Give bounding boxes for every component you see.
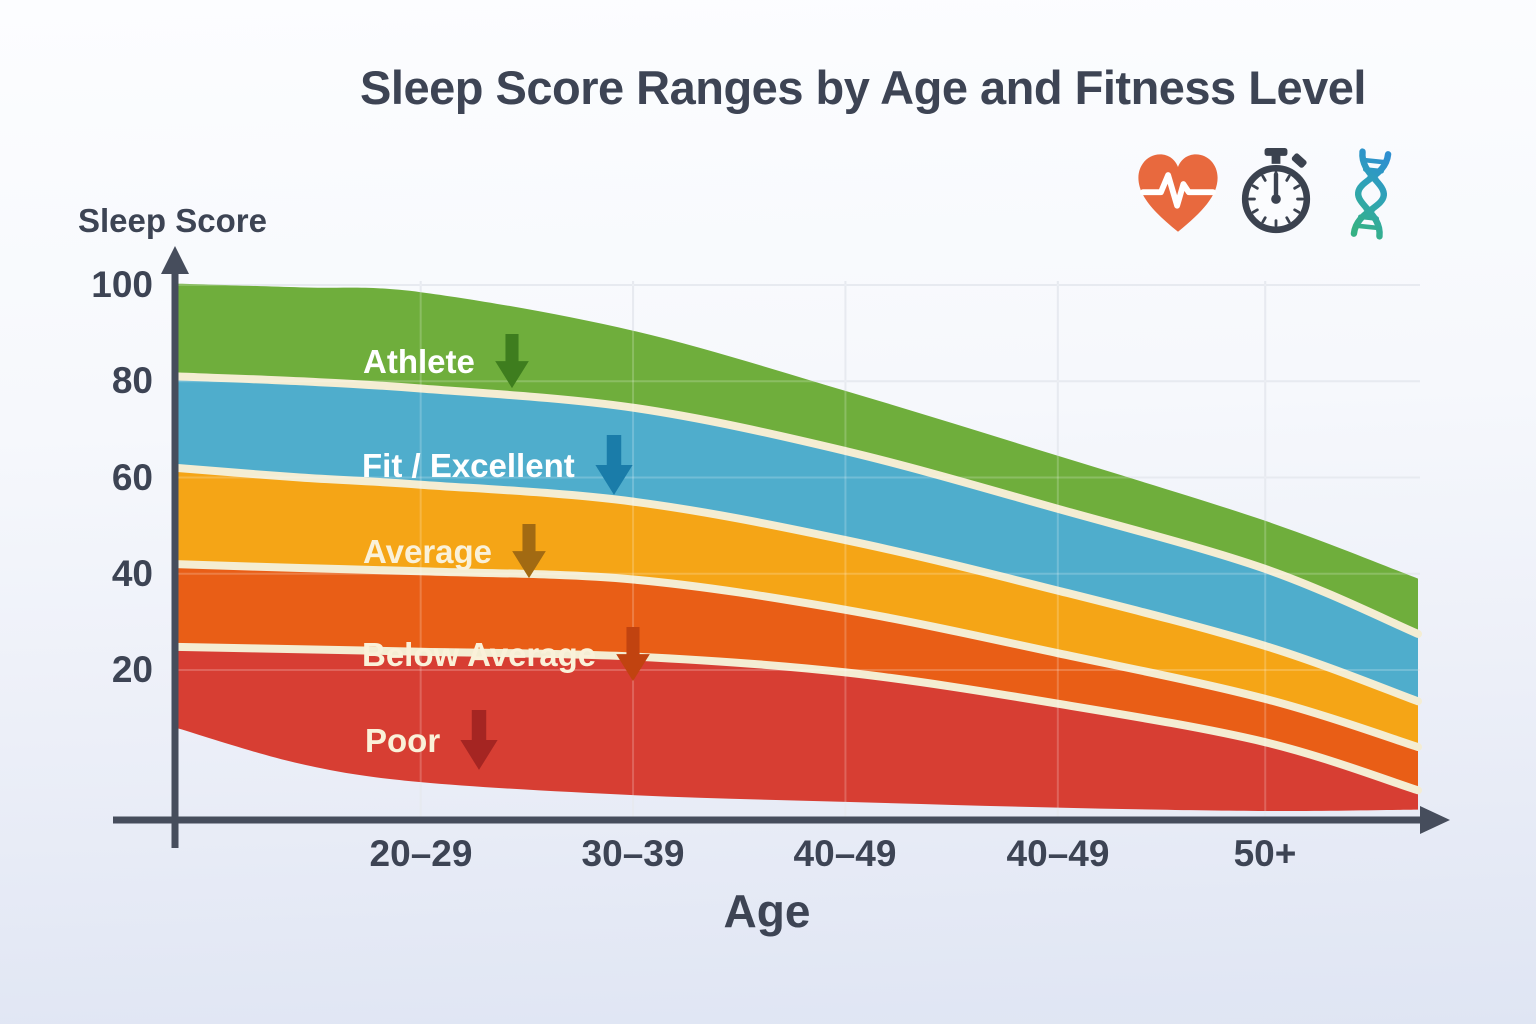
x-tick-label-30-39: 30–39 [581, 833, 685, 874]
band-label-athlete: Athlete [363, 333, 531, 391]
y-axis-title: Sleep Score [78, 202, 267, 239]
band-label-average: Average [363, 523, 548, 581]
band-label-fit-excellent: Fit / Excellent [362, 435, 635, 495]
x-tick-label-50-plus: 50+ [1233, 833, 1297, 874]
stopwatch-icon [1241, 148, 1311, 234]
down-arrow-icon [460, 710, 498, 770]
heart-rate-icon [1138, 154, 1218, 232]
y-tick-label-80: 80 [111, 360, 153, 401]
band-label-poor: Poor [365, 710, 500, 770]
down-arrow-icon [616, 627, 650, 682]
y-tick-label-100: 100 [91, 264, 153, 305]
chart-title: Sleep Score Ranges by Age and Fitness Le… [360, 61, 1366, 114]
band-label-text: Below Average [362, 636, 597, 673]
down-arrow-icon [595, 435, 633, 495]
band-label-text: Poor [365, 722, 441, 759]
band-label-text: Fit / Excellent [362, 447, 575, 484]
x-axis-title: Age [723, 885, 811, 937]
y-tick-label-20: 20 [111, 649, 153, 690]
dna-icon [1350, 148, 1392, 240]
band-label-text: Average [363, 533, 493, 570]
y-tick-label-60: 60 [111, 457, 153, 498]
down-arrow-icon [495, 334, 529, 389]
band-label-text: Athlete [363, 343, 475, 380]
x-tick-label-40-49-b: 40–49 [1006, 833, 1110, 874]
x-tick-label-40-49: 40–49 [793, 833, 897, 874]
down-arrow-icon [512, 524, 546, 579]
x-tick-label-20-29: 20–29 [369, 833, 473, 874]
y-tick-label-40: 40 [111, 553, 153, 594]
band-label-below-average: Below Average [362, 626, 652, 684]
